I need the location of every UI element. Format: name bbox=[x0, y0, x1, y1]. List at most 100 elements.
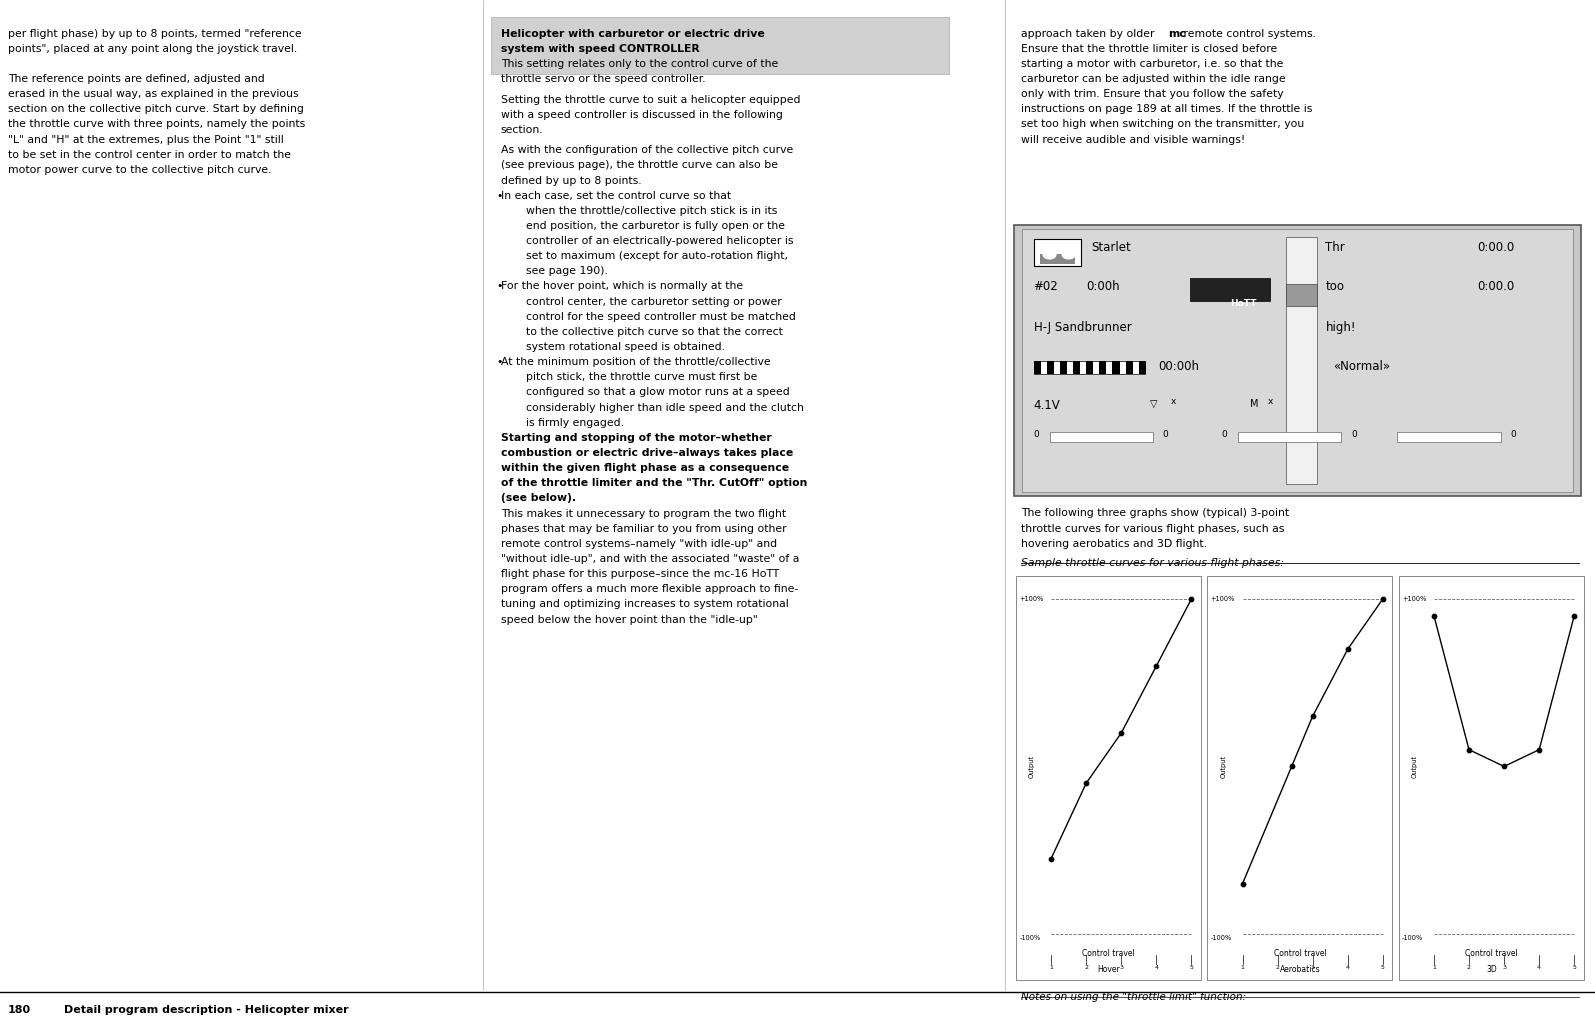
Text: section.: section. bbox=[501, 125, 544, 135]
Text: remote control systems.: remote control systems. bbox=[1180, 29, 1316, 39]
Text: Ensure that the throttle limiter is closed before: Ensure that the throttle limiter is clos… bbox=[1021, 44, 1278, 54]
Text: when the throttle/collective pitch stick is in its: when the throttle/collective pitch stick… bbox=[526, 206, 778, 216]
Bar bbox=[1022, 229, 1573, 492]
Bar bbox=[1073, 361, 1080, 374]
Text: 4: 4 bbox=[1538, 965, 1541, 970]
Text: 0: 0 bbox=[1034, 430, 1040, 439]
Text: section on the collective pitch curve. Start by deﬁning: section on the collective pitch curve. S… bbox=[8, 104, 305, 115]
Text: conﬁgured so that a glow motor runs at a speed: conﬁgured so that a glow motor runs at a… bbox=[526, 388, 790, 398]
Bar bbox=[1040, 254, 1075, 264]
Bar bbox=[1126, 361, 1132, 374]
Point bbox=[1456, 742, 1482, 758]
Text: 0: 0 bbox=[1163, 430, 1169, 439]
Text: 0: 0 bbox=[1510, 430, 1517, 439]
Bar bbox=[1139, 361, 1145, 374]
Text: -100%: -100% bbox=[1019, 935, 1040, 941]
Text: set to maximum (except for auto-rotation ﬂight,: set to maximum (except for auto-rotation… bbox=[526, 252, 788, 261]
Text: Control travel: Control travel bbox=[1464, 949, 1518, 959]
Text: Starlet: Starlet bbox=[1091, 241, 1131, 255]
Point bbox=[1335, 641, 1361, 658]
Text: throttle servo or the speed controller.: throttle servo or the speed controller. bbox=[501, 74, 705, 84]
Text: instructions on page 189 at all times. If the throttle is: instructions on page 189 at all times. I… bbox=[1021, 104, 1313, 115]
Text: with a speed controller is discussed in the following: with a speed controller is discussed in … bbox=[501, 109, 783, 120]
Text: •: • bbox=[496, 357, 502, 367]
Text: of the throttle limiter and the "Thr. CutOff" option: of the throttle limiter and the "Thr. Cu… bbox=[501, 479, 807, 488]
Text: erased in the usual way, as explained in the previous: erased in the usual way, as explained in… bbox=[8, 89, 298, 99]
Text: 4: 4 bbox=[1155, 965, 1158, 970]
Text: see page 190).: see page 190). bbox=[526, 266, 608, 276]
Text: Thr: Thr bbox=[1325, 241, 1345, 255]
Bar bbox=[1034, 239, 1081, 266]
Text: phases that may be familiar to you from using other: phases that may be familiar to you from … bbox=[501, 524, 786, 534]
Text: •: • bbox=[496, 190, 502, 201]
Text: will receive audible and visible warnings!: will receive audible and visible warning… bbox=[1021, 135, 1246, 144]
Text: -100%: -100% bbox=[1211, 935, 1231, 941]
Text: tuning and optimizing increases to system rotational: tuning and optimizing increases to syste… bbox=[501, 599, 788, 610]
Text: set too high when switching on the transmitter, you: set too high when switching on the trans… bbox=[1021, 120, 1305, 130]
Bar bbox=[1112, 361, 1120, 374]
Bar bbox=[1397, 432, 1501, 442]
Bar bbox=[1099, 361, 1107, 374]
Text: remote control systems–namely "with idle-up" and: remote control systems–namely "with idle… bbox=[501, 539, 777, 549]
Point bbox=[1526, 742, 1552, 758]
Bar bbox=[1046, 361, 1054, 374]
Bar bbox=[1286, 283, 1317, 306]
Text: 1: 1 bbox=[1432, 965, 1436, 970]
Text: Aerobatics: Aerobatics bbox=[1279, 965, 1321, 974]
Bar bbox=[1050, 432, 1153, 442]
Text: x: x bbox=[1171, 397, 1176, 406]
Text: approach taken by older: approach taken by older bbox=[1021, 29, 1158, 39]
Text: 0: 0 bbox=[1222, 430, 1228, 439]
Text: Hover: Hover bbox=[1097, 965, 1120, 974]
Text: Helicopter with carburetor or electric drive: Helicopter with carburetor or electric d… bbox=[501, 29, 764, 39]
Circle shape bbox=[1043, 251, 1056, 259]
Text: "L" and "H" at the extremes, plus the Point "1" still: "L" and "H" at the extremes, plus the Po… bbox=[8, 135, 284, 144]
Text: Output: Output bbox=[1412, 755, 1418, 777]
Text: H-J Sandbrunner: H-J Sandbrunner bbox=[1034, 321, 1131, 335]
Point bbox=[1491, 758, 1517, 774]
Text: 2: 2 bbox=[1467, 965, 1471, 970]
Bar bbox=[1399, 576, 1584, 980]
Bar bbox=[1238, 432, 1341, 442]
Text: 0:00h: 0:00h bbox=[1086, 280, 1120, 294]
Text: +100%: +100% bbox=[1019, 595, 1043, 602]
Text: Output: Output bbox=[1220, 755, 1227, 777]
Bar bbox=[1059, 361, 1067, 374]
Text: «Normal»: «Normal» bbox=[1333, 360, 1391, 373]
Text: In each case, set the control curve so that: In each case, set the control curve so t… bbox=[501, 190, 731, 201]
Text: This makes it unnecessary to program the two ﬂight: This makes it unnecessary to program the… bbox=[501, 508, 786, 519]
Text: mc: mc bbox=[1168, 29, 1187, 39]
Text: 00:00h: 00:00h bbox=[1158, 360, 1199, 373]
Text: control center, the carburetor setting or power: control center, the carburetor setting o… bbox=[526, 297, 782, 307]
Text: This setting relates only to the control curve of the: This setting relates only to the control… bbox=[501, 59, 778, 69]
Text: At the minimum position of the throttle/collective: At the minimum position of the throttle/… bbox=[501, 357, 770, 367]
Text: points", placed at any point along the joystick travel.: points", placed at any point along the j… bbox=[8, 44, 297, 54]
Text: hovering aerobatics and 3D ﬂight.: hovering aerobatics and 3D ﬂight. bbox=[1021, 539, 1207, 548]
Text: +100%: +100% bbox=[1402, 595, 1426, 602]
Text: Control travel: Control travel bbox=[1273, 949, 1327, 959]
Text: 2: 2 bbox=[1276, 965, 1279, 970]
Text: 3D: 3D bbox=[1487, 965, 1496, 974]
Text: only with trim. Ensure that you follow the safety: only with trim. Ensure that you follow t… bbox=[1021, 89, 1284, 99]
Text: (see below).: (see below). bbox=[501, 493, 576, 503]
Text: 3: 3 bbox=[1502, 965, 1506, 970]
Text: Sample throttle curves for various ﬂight phases:: Sample throttle curves for various ﬂight… bbox=[1021, 558, 1284, 568]
Bar bbox=[1034, 361, 1145, 374]
Text: end position, the carburetor is fully open or the: end position, the carburetor is fully op… bbox=[526, 221, 785, 231]
Text: to be set in the control center in order to match the: to be set in the control center in order… bbox=[8, 149, 290, 160]
Text: HoTT: HoTT bbox=[1230, 299, 1257, 308]
Point bbox=[1370, 590, 1396, 607]
Text: to the collective pitch curve so that the correct: to the collective pitch curve so that th… bbox=[526, 327, 783, 337]
Text: throttle curves for various ﬂight phases, such as: throttle curves for various ﬂight phases… bbox=[1021, 524, 1284, 534]
Text: combustion or electric drive–always takes place: combustion or electric drive–always take… bbox=[501, 448, 793, 458]
Text: The reference points are deﬁned, adjusted and: The reference points are deﬁned, adjuste… bbox=[8, 74, 265, 84]
Bar bbox=[1190, 278, 1270, 301]
Text: 5: 5 bbox=[1573, 965, 1576, 970]
Text: 0:00.0: 0:00.0 bbox=[1477, 280, 1514, 294]
Text: is ﬁrmly engaged.: is ﬁrmly engaged. bbox=[526, 417, 624, 428]
Text: •: • bbox=[496, 281, 502, 292]
Bar bbox=[1016, 576, 1201, 980]
Bar bbox=[1286, 237, 1317, 484]
Text: carburetor can be adjusted within the idle range: carburetor can be adjusted within the id… bbox=[1021, 74, 1286, 84]
Text: per ﬂight phase) by up to 8 points, termed "reference: per ﬂight phase) by up to 8 points, term… bbox=[8, 29, 301, 39]
